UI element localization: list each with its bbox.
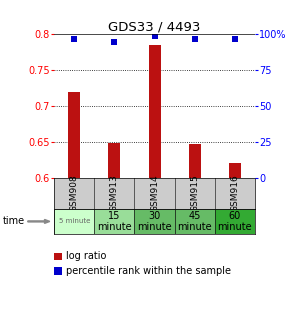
Point	[72, 36, 77, 41]
Point	[193, 36, 197, 41]
Point	[112, 39, 117, 44]
Text: 30
minute: 30 minute	[137, 211, 172, 232]
Bar	[94, 209, 134, 234]
Bar	[108, 143, 120, 178]
Text: GSM913: GSM913	[110, 175, 119, 212]
Title: GDS33 / 4493: GDS33 / 4493	[108, 20, 201, 33]
Text: time: time	[3, 216, 25, 226]
Text: 15
minute: 15 minute	[97, 211, 132, 232]
Text: GSM914: GSM914	[150, 175, 159, 212]
Bar	[215, 209, 255, 234]
Text: 60
minute: 60 minute	[217, 211, 252, 232]
Text: GSM915: GSM915	[190, 175, 199, 212]
Point	[233, 36, 237, 41]
Text: GSM908: GSM908	[70, 175, 79, 212]
Bar	[189, 144, 201, 178]
Text: 45
minute: 45 minute	[177, 211, 212, 232]
Point	[152, 33, 157, 38]
Bar	[54, 209, 94, 234]
Bar	[175, 209, 215, 234]
Bar	[68, 92, 80, 178]
Text: 5 minute: 5 minute	[59, 218, 90, 224]
Text: GSM916: GSM916	[230, 175, 239, 212]
Bar	[134, 209, 175, 234]
Bar	[149, 45, 161, 178]
Bar	[229, 164, 241, 178]
Text: percentile rank within the sample: percentile rank within the sample	[66, 266, 231, 276]
Text: log ratio: log ratio	[66, 251, 106, 261]
